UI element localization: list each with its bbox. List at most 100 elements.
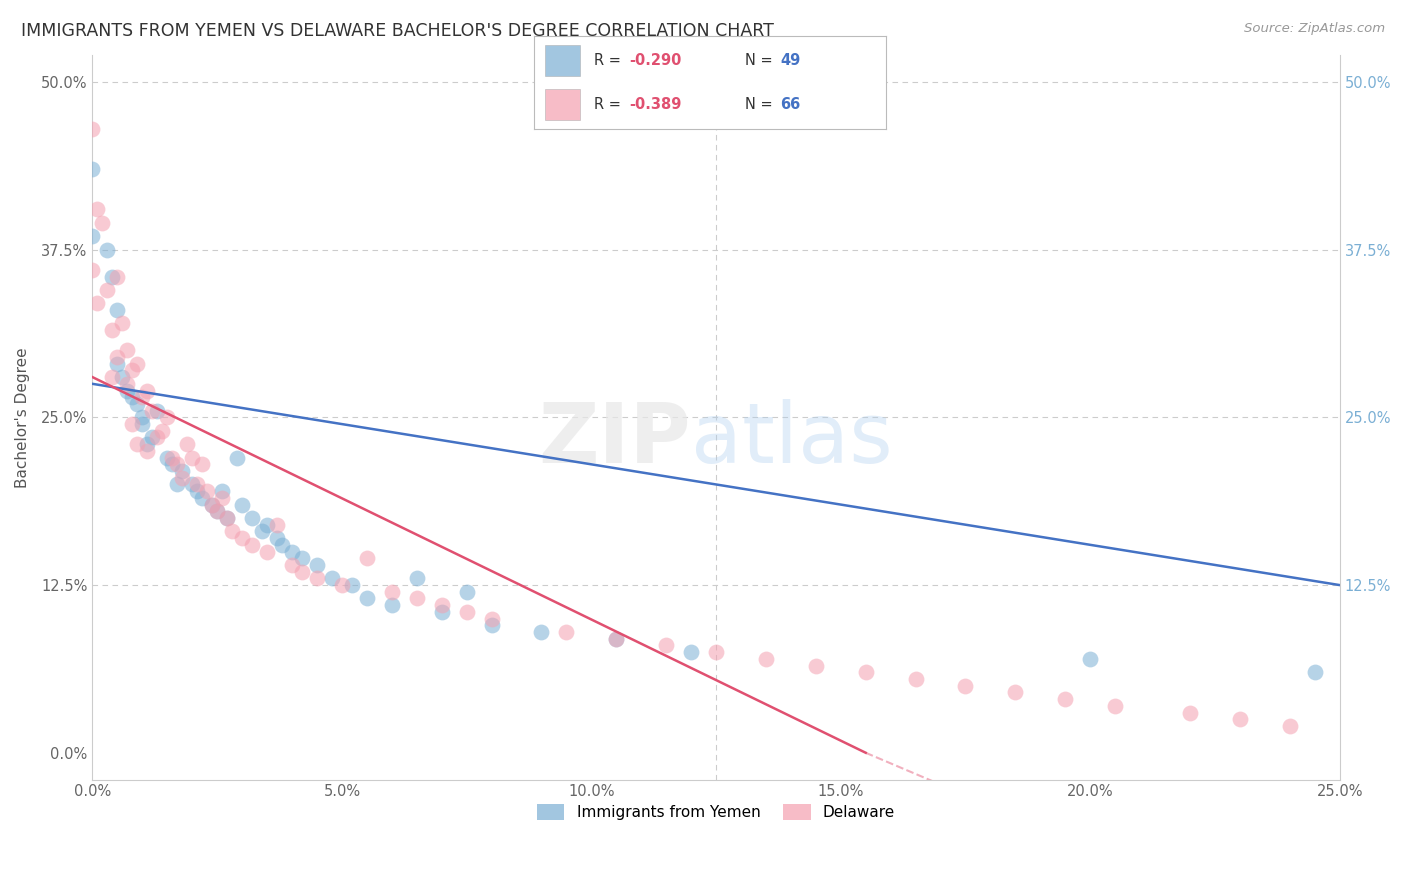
Point [1004,685,1026,699]
Point [162,458,184,472]
Point [117,384,139,398]
Point [256,544,278,558]
Point [256,517,278,532]
Point [955,679,977,693]
Text: atlas: atlas [692,399,893,480]
Point [704,645,727,659]
Point [217,511,239,525]
Point [107,303,129,318]
Point [96,243,118,257]
Point [141,403,163,417]
Point [96,283,118,297]
Point [1104,698,1126,713]
Text: R =: R = [593,53,626,68]
Point [1054,692,1077,706]
Point [456,584,478,599]
Point [405,571,427,585]
Text: -0.290: -0.290 [630,53,682,68]
Text: ZIP: ZIP [538,399,692,480]
Point [121,363,143,377]
Point [107,350,129,364]
Point [240,511,263,525]
Point [1078,652,1101,666]
Point [127,357,149,371]
Point [381,598,404,612]
Point [1303,665,1326,680]
Point [430,605,453,619]
Point [271,538,294,552]
Point [136,437,159,451]
Point [107,357,129,371]
Point [131,417,153,431]
Point [131,410,153,425]
Point [117,343,139,358]
Point [150,424,173,438]
Point [172,471,194,485]
Point [481,612,503,626]
Text: N =: N = [745,96,778,112]
Point [195,484,218,499]
Text: -0.389: -0.389 [630,96,682,112]
Point [172,464,194,478]
Point [231,531,253,545]
Point [481,618,503,632]
Point [356,591,378,606]
Point [82,262,104,277]
FancyBboxPatch shape [544,89,581,120]
Point [1178,706,1201,720]
Point [281,544,304,558]
Point [605,632,627,646]
Point [136,444,159,458]
Point [555,625,578,640]
Point [804,658,827,673]
Point [211,491,233,505]
Point [904,672,927,686]
Point [231,498,253,512]
Point [166,458,188,472]
Point [121,390,143,404]
Point [221,524,243,539]
Text: 66: 66 [780,96,800,112]
Point [681,645,703,659]
Point [530,625,553,640]
Point [291,551,314,566]
Point [305,571,328,585]
Point [855,665,877,680]
Point [111,370,134,384]
Point [456,605,478,619]
Point [131,390,153,404]
Point [181,450,204,465]
Point [205,504,228,518]
Point [405,591,427,606]
Point [107,269,129,284]
Point [136,384,159,398]
Text: R =: R = [593,96,626,112]
Point [127,397,149,411]
Point [191,491,214,505]
Point [111,317,134,331]
Point [91,216,114,230]
Point [291,565,314,579]
Text: IMMIGRANTS FROM YEMEN VS DELAWARE BACHELOR'S DEGREE CORRELATION CHART: IMMIGRANTS FROM YEMEN VS DELAWARE BACHEL… [21,22,773,40]
Point [101,323,124,337]
Point [430,598,453,612]
Point [101,370,124,384]
Point [356,551,378,566]
Point [330,578,353,592]
Point [156,410,179,425]
Point [146,403,169,417]
Point [191,458,214,472]
Point [121,417,143,431]
Point [162,450,184,465]
Point [201,498,224,512]
Point [86,202,108,217]
Text: N =: N = [745,53,778,68]
Point [82,229,104,244]
Point [755,652,778,666]
Text: 49: 49 [780,53,800,68]
Point [205,504,228,518]
Y-axis label: Bachelor's Degree: Bachelor's Degree [15,347,30,488]
Point [655,639,678,653]
Point [250,524,273,539]
Point [146,430,169,444]
